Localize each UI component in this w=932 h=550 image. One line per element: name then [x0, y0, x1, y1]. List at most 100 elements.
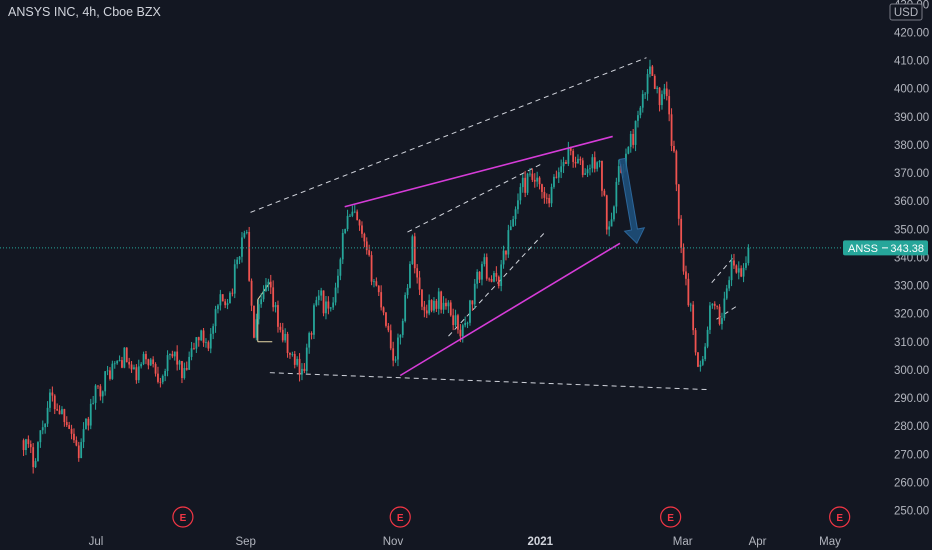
candle	[461, 323, 464, 343]
candle	[152, 356, 155, 368]
candle	[581, 157, 584, 178]
time-axis[interactable]: Jul Sep Nov 2021 Mar Apr May	[89, 536, 841, 548]
price-tick-label: 270.00	[894, 449, 929, 461]
candle	[634, 120, 637, 152]
dashed-trendline[interactable]	[250, 57, 647, 213]
candle	[135, 364, 138, 384]
candle	[190, 341, 193, 361]
candle	[334, 282, 337, 306]
price-axis[interactable]: 430.00420.00410.00400.00390.00380.00370.…	[894, 0, 929, 518]
price-tick-label: 330.00	[894, 281, 929, 293]
current-price-value: 343.38	[890, 243, 924, 255]
candle	[629, 130, 632, 153]
candle	[413, 232, 416, 274]
dashed-trendline[interactable]	[407, 164, 541, 233]
candle	[639, 105, 642, 119]
candle	[701, 355, 704, 366]
drawing-layer-top[interactable]	[344, 135, 646, 377]
candle	[106, 365, 109, 376]
candle	[699, 360, 702, 372]
down-arrow[interactable]	[618, 157, 646, 245]
candle	[593, 151, 596, 173]
candle	[353, 205, 356, 214]
candle	[713, 301, 716, 310]
candle	[37, 441, 39, 462]
candle	[505, 250, 507, 261]
candle	[397, 333, 399, 367]
earnings-marker-label: E	[667, 513, 674, 524]
candle	[356, 209, 359, 221]
candle	[406, 284, 409, 299]
candle	[632, 129, 635, 149]
candle	[80, 438, 83, 459]
candle	[277, 300, 279, 333]
magenta-trendline[interactable]	[399, 242, 621, 377]
candle	[488, 277, 491, 282]
candle	[723, 291, 726, 321]
candle	[591, 154, 594, 173]
candle	[418, 270, 421, 296]
candle	[329, 306, 332, 312]
earnings-marker[interactable]: E	[172, 506, 194, 528]
candle	[557, 167, 560, 184]
candle	[641, 90, 644, 113]
time-tick-label: May	[819, 536, 841, 548]
dashed-trendline[interactable]	[448, 231, 546, 337]
candle	[685, 265, 687, 286]
earnings-marker[interactable]: E	[389, 506, 411, 528]
candle	[44, 423, 47, 434]
earnings-marker[interactable]: E	[660, 506, 682, 528]
candle	[656, 85, 659, 94]
candle	[399, 334, 402, 345]
candle	[589, 164, 591, 176]
currency-badge[interactable]: USD	[889, 3, 923, 21]
candle	[291, 351, 294, 357]
dashed-trendline[interactable]	[269, 372, 707, 391]
candle	[145, 351, 147, 365]
candle	[73, 428, 75, 444]
candle	[481, 261, 483, 286]
candle	[97, 385, 99, 389]
candle	[401, 318, 404, 338]
candle	[238, 255, 241, 265]
candle	[82, 422, 85, 449]
candle	[649, 59, 651, 78]
dashed-trendline[interactable]	[711, 257, 734, 284]
candle	[217, 303, 219, 314]
candle	[485, 253, 488, 281]
candle	[627, 146, 630, 155]
candle	[303, 363, 306, 374]
candle	[149, 357, 152, 367]
candle	[65, 416, 68, 428]
earnings-marker[interactable]: E	[829, 506, 851, 528]
candle	[193, 342, 195, 350]
candle	[92, 395, 95, 405]
candle	[188, 351, 191, 371]
magenta-trendline[interactable]	[344, 135, 613, 208]
candle	[394, 356, 397, 363]
candle	[500, 259, 503, 292]
candle	[164, 368, 167, 382]
candle	[248, 226, 251, 282]
candle	[423, 300, 426, 318]
current-price-label[interactable]: ANSS 343.38	[843, 240, 928, 256]
candle	[447, 300, 450, 314]
price-tick-label: 350.00	[894, 224, 929, 236]
candle	[529, 168, 531, 177]
candle	[711, 303, 714, 309]
candle	[733, 253, 735, 269]
candle	[99, 384, 102, 401]
candle	[404, 292, 407, 323]
candle	[637, 110, 639, 128]
chart-title: ANSYS INC, 4h, Cboe BZX	[8, 5, 161, 19]
earnings-marker-label: E	[397, 513, 404, 524]
candle	[615, 177, 618, 214]
candle	[428, 294, 431, 316]
candle	[241, 232, 243, 263]
drawing-layer[interactable]	[250, 57, 739, 391]
candle	[171, 350, 174, 359]
candle	[351, 205, 354, 218]
candle	[586, 165, 589, 178]
